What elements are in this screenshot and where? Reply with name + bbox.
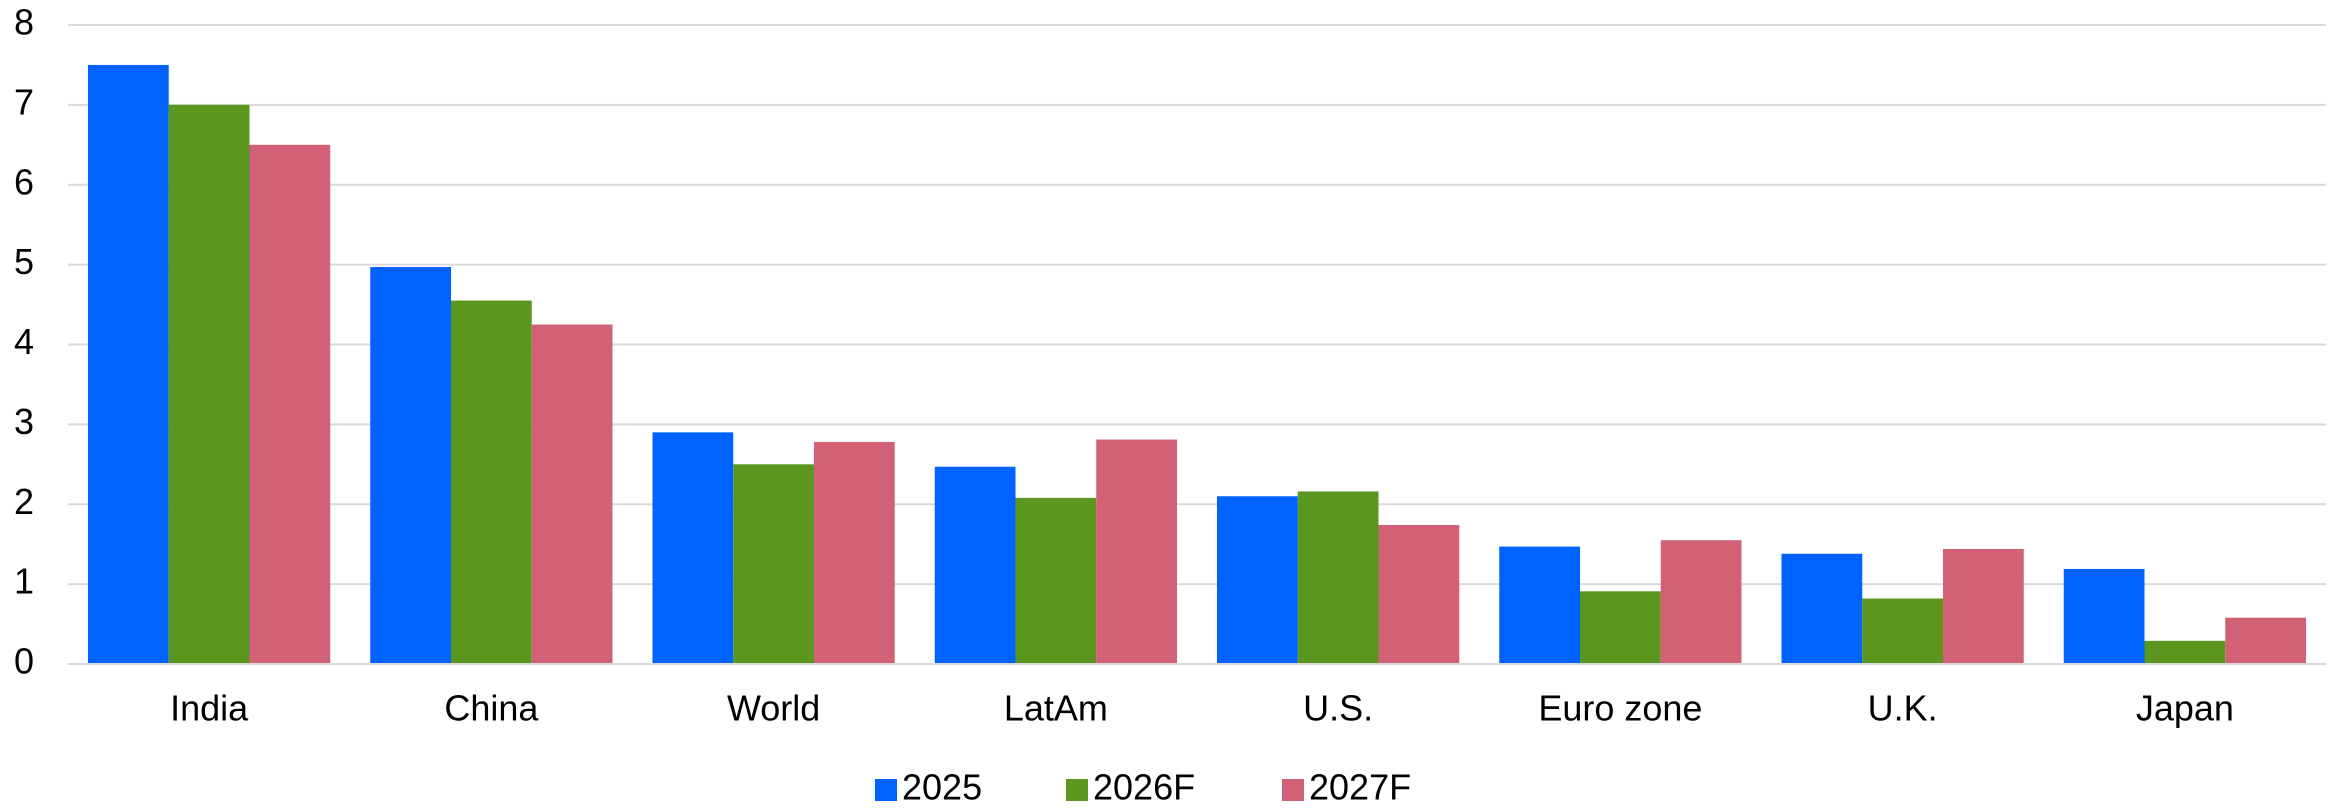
x-axis-ticks: India China World LatAm U.S. Euro zone U.K. Jap… xyxy=(170,688,2234,729)
bar-2027F-latam xyxy=(1096,439,1177,664)
x-tick-label: U.S. xyxy=(1303,688,1373,729)
x-tick-label: China xyxy=(444,688,539,729)
bar-2026F-u-k- xyxy=(1862,598,1943,664)
y-tick-label: 3 xyxy=(14,401,34,442)
bar-2027F-euro-zone xyxy=(1660,540,1742,664)
legend-swatch xyxy=(1282,779,1304,801)
legend-item-2027f: 2027F xyxy=(1282,767,1411,808)
y-tick-label: 1 xyxy=(14,561,34,602)
bar-2026F-japan xyxy=(2144,640,2226,664)
bar-2026F-china xyxy=(451,300,532,664)
bar-2025-u-s- xyxy=(1217,496,1298,664)
bar-2027F-u-s- xyxy=(1378,525,1460,664)
legend-label: 2026F xyxy=(1093,767,1195,808)
legend-swatch xyxy=(1066,779,1088,801)
bar-2025-euro-zone xyxy=(1499,546,1580,664)
y-axis-ticks: 0 1 2 3 4 5 6 7 8 xyxy=(14,2,34,682)
bar-2027F-japan xyxy=(2225,617,2306,664)
legend-swatch xyxy=(875,779,897,801)
legend-label: 2027F xyxy=(1309,767,1411,808)
x-tick-label: Euro zone xyxy=(1538,688,1702,729)
bar-2025-india xyxy=(88,64,169,664)
legend-item-2025: 2025 xyxy=(875,767,982,808)
bar-2027F-india xyxy=(249,144,331,664)
legend-label: 2025 xyxy=(902,767,982,808)
x-tick-label: World xyxy=(727,688,820,729)
y-tick-label: 8 xyxy=(14,2,34,43)
y-tick-label: 0 xyxy=(14,641,34,682)
bar-2026F-u-s- xyxy=(1297,491,1379,664)
legend-item-2026f: 2026F xyxy=(1066,767,1195,808)
bars xyxy=(88,64,2306,664)
bar-2025-japan xyxy=(2063,568,2145,664)
y-tick-label: 6 xyxy=(14,161,34,202)
x-tick-label: LatAm xyxy=(1004,688,1108,729)
x-tick-label: India xyxy=(170,688,249,729)
bar-2026F-latam xyxy=(1015,497,1097,664)
bar-2025-latam xyxy=(934,466,1016,664)
bar-2027F-u-k- xyxy=(1943,548,2024,664)
bar-2027F-china xyxy=(531,324,613,664)
y-tick-label: 2 xyxy=(14,481,34,522)
bar-2025-china xyxy=(370,267,451,664)
bar-2026F-euro-zone xyxy=(1580,591,1661,664)
x-tick-label: U.K. xyxy=(1868,688,1938,729)
y-tick-label: 5 xyxy=(14,241,34,282)
bar-2026F-world xyxy=(733,464,814,664)
bar-2026F-india xyxy=(168,104,250,664)
x-tick-label: Japan xyxy=(2136,688,2234,729)
bar-2025-world xyxy=(652,432,734,664)
y-tick-label: 4 xyxy=(14,321,34,362)
legend: 2025 2026F 2027F xyxy=(875,767,1411,808)
bar-2025-u-k- xyxy=(1781,553,1863,664)
bar-2027F-world xyxy=(814,441,895,664)
y-tick-label: 7 xyxy=(14,81,34,122)
